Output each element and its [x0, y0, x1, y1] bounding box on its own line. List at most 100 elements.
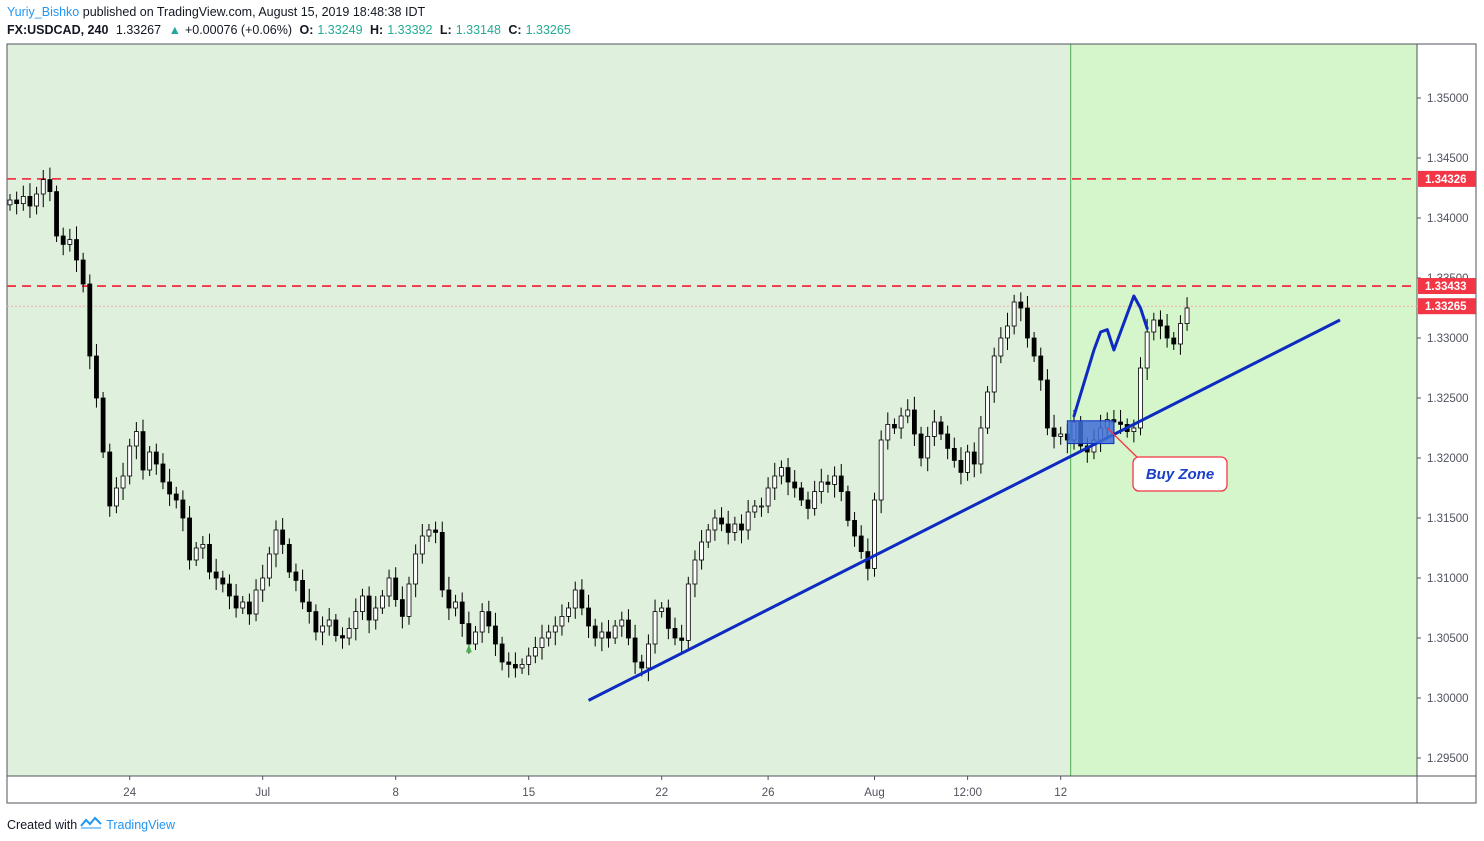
- author-link[interactable]: Yuriy_Bishko: [7, 5, 80, 19]
- candle: [872, 492, 877, 577]
- candle: [606, 620, 611, 648]
- candle-body: [293, 571, 299, 581]
- candle: [519, 658, 525, 674]
- candle: [313, 604, 319, 641]
- candle: [1025, 296, 1030, 348]
- candle-body: [892, 423, 897, 429]
- price-tick-label: 1.29500: [1427, 753, 1469, 765]
- candle-body: [80, 259, 86, 285]
- price-tick-label: 1.30000: [1427, 693, 1469, 705]
- candle-body: [832, 475, 837, 485]
- candle-body: [759, 505, 764, 508]
- candle-body: [7, 199, 13, 206]
- candle: [353, 598, 359, 641]
- candle: [67, 228, 73, 252]
- candle: [60, 227, 66, 256]
- candle-body: [286, 544, 292, 573]
- signal-marker-icon: [465, 644, 472, 653]
- candle-body: [1158, 319, 1163, 327]
- close-value: 1.33265: [525, 23, 571, 37]
- price-tick-label: 1.32000: [1427, 453, 1469, 465]
- candle: [626, 609, 631, 646]
- footer: Created with TradingView: [7, 816, 175, 833]
- tradingview-link[interactable]: TradingView: [106, 817, 175, 832]
- candle: [246, 593, 252, 625]
- candle: [812, 480, 818, 516]
- price-label-box: [1418, 278, 1476, 295]
- candle-body: [320, 625, 325, 633]
- candle: [912, 396, 917, 446]
- candle: [147, 446, 153, 476]
- candle-body: [519, 664, 525, 669]
- high-value: 1.33392: [387, 23, 433, 37]
- candle-body: [785, 467, 791, 483]
- candle-body: [473, 631, 478, 645]
- price-tick-label: 1.32500: [1427, 393, 1469, 405]
- candle-body: [399, 599, 405, 617]
- time-tick-label: 12: [1054, 787, 1067, 799]
- candle: [293, 563, 299, 592]
- candle-body: [825, 481, 831, 485]
- candle-body: [659, 607, 665, 612]
- candle: [193, 542, 199, 566]
- candle-body: [127, 445, 133, 477]
- candle: [127, 438, 133, 485]
- candle-body: [426, 529, 432, 537]
- time-tick-label: 12:00: [953, 787, 982, 799]
- candle: [798, 482, 804, 506]
- candle: [898, 407, 904, 439]
- candle: [745, 500, 751, 540]
- candle: [945, 425, 951, 460]
- callout-pointer: [1106, 427, 1142, 462]
- price-label-text: 1.34326: [1425, 174, 1467, 186]
- candle-body: [1031, 337, 1037, 357]
- candle: [34, 186, 39, 215]
- candle: [413, 544, 419, 598]
- candle-body: [140, 431, 146, 471]
- candle: [479, 603, 485, 643]
- candle-body: [120, 475, 126, 489]
- candle: [27, 183, 33, 218]
- candle-body: [94, 355, 99, 399]
- candle: [971, 442, 977, 478]
- candle-body: [685, 583, 691, 641]
- candle: [220, 570, 226, 593]
- candle: [672, 617, 678, 646]
- candle: [253, 579, 259, 622]
- candle: [1051, 414, 1057, 449]
- candle: [87, 274, 93, 370]
- time-tick-label: Aug: [864, 787, 884, 799]
- price-label-text: 1.33265: [1425, 301, 1467, 313]
- candle-body: [406, 583, 412, 617]
- candle-body: [938, 421, 944, 435]
- candle: [7, 194, 13, 211]
- price-tick-label: 1.34500: [1427, 153, 1469, 165]
- candle: [1031, 332, 1037, 362]
- candle: [852, 512, 857, 547]
- forecast-area-background: [1070, 44, 1417, 776]
- candle-body: [266, 553, 272, 579]
- candle-body: [200, 544, 206, 549]
- candle: [958, 447, 964, 485]
- candle-body: [446, 589, 452, 609]
- candle: [326, 608, 332, 636]
- candle: [752, 500, 758, 518]
- candle-body: [147, 451, 153, 471]
- candle: [579, 579, 585, 616]
- time-tick-label: Jul: [255, 787, 270, 799]
- candle-body: [958, 459, 964, 473]
- candle-body: [719, 517, 724, 525]
- candle-body: [386, 577, 392, 597]
- candle: [426, 524, 432, 542]
- candle-body: [187, 517, 192, 561]
- candle: [785, 458, 791, 496]
- candle-body: [579, 589, 585, 609]
- candle: [40, 170, 46, 208]
- candle: [1058, 426, 1064, 445]
- candle-body: [100, 397, 106, 453]
- candle-body: [14, 199, 20, 204]
- tradingview-logo-icon[interactable]: [80, 816, 102, 833]
- candle-body: [107, 451, 113, 507]
- candle-body: [1051, 427, 1057, 437]
